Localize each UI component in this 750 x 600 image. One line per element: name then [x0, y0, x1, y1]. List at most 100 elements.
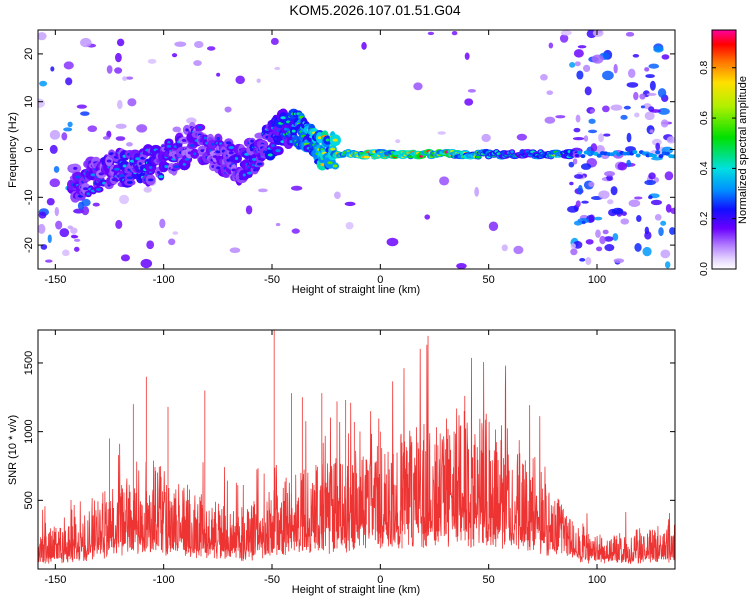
spectrogram-noise-blob	[644, 111, 655, 121]
spectrogram-noise-blob	[147, 58, 157, 64]
spectrogram-noise-blob	[464, 52, 470, 60]
spectrogram-ridge-core	[156, 170, 161, 174]
spectrogram-noise-blob	[544, 116, 556, 124]
spectrogram-noise-blob	[193, 60, 202, 66]
spectrogram-ridge-core	[317, 136, 322, 140]
spectrogram-noise-blob	[577, 45, 587, 49]
x-tick-label: -150	[44, 574, 66, 586]
spectrogram-noise-blob	[548, 42, 554, 49]
spectrogram-noise-blob	[595, 229, 601, 238]
spectrogram-ridge-core	[148, 165, 153, 169]
spectrogram-noise-blob	[172, 231, 179, 235]
spectrogram-ridge-core	[257, 162, 263, 166]
spectrogram-noise-blob	[567, 205, 579, 213]
spectrogram-ridge-core	[135, 157, 141, 161]
spectrogram-noise-blob	[666, 136, 675, 144]
spectrogram-noise-blob	[77, 201, 85, 210]
spectrogram-noise-blob	[636, 215, 642, 223]
y-tick-label: 1000	[23, 419, 35, 443]
spectrogram-ridge-core	[246, 171, 253, 175]
spectrogram-noise-blob	[572, 137, 585, 141]
spectrogram-noise-blob	[639, 93, 646, 100]
spectrogram-noise-blob	[116, 38, 125, 47]
snr-ylabel: SNR (10 * v/v)	[7, 415, 19, 485]
spectrogram-noise-blob	[451, 31, 458, 36]
spectrogram-noise-blob	[49, 129, 61, 140]
spectrogram-noise-blob	[584, 86, 592, 96]
spectrogram-noise-blob	[102, 136, 111, 140]
spectrogram-noise-blob	[424, 214, 431, 220]
spectrogram-noise-blob	[38, 211, 47, 219]
spectrogram-ridge-core	[113, 167, 120, 171]
spectrogram-noise-blob	[49, 144, 58, 154]
spectrogram-noise-blob	[120, 254, 131, 262]
spectrogram-noise-blob	[598, 133, 604, 143]
x-tick-label: -50	[264, 274, 280, 286]
x-tick-label: 100	[588, 274, 606, 286]
spectrogram-noise-blob	[620, 218, 630, 225]
spectrogram-noise-blob	[649, 80, 656, 91]
spectrogram-noise-blob	[620, 114, 628, 120]
colorbar-tick-label: 0.8	[699, 60, 710, 74]
spectrogram-noise-blob	[256, 78, 261, 84]
spectrogram-noise-blob	[570, 248, 578, 256]
spectrogram-noise-blob	[603, 133, 611, 137]
spectrogram-ylabel: Frequency (Hz)	[7, 112, 19, 188]
spectrogram-ridge-core	[574, 153, 580, 157]
spectrogram-noise-blob	[413, 82, 423, 91]
spectrogram-ridge-core	[291, 129, 296, 133]
snr-frame	[37, 329, 676, 570]
spectrogram-noise-blob	[625, 31, 635, 37]
spectrogram-ridge-core	[250, 139, 254, 143]
colorbar-tick-label: 0.6	[699, 111, 710, 125]
spectrogram-noise-blob	[224, 106, 232, 113]
spectrogram-ridge-core	[234, 157, 239, 161]
spectrogram-noise-blob	[49, 178, 61, 188]
colorbar: 0.0 0.2 0.4 0.6 0.8 Normalized spectral ampl…	[699, 29, 749, 276]
spectrogram-ridge-core	[475, 155, 481, 159]
spectrogram-noise-blob	[583, 135, 589, 142]
x-tick-label: -100	[153, 574, 175, 586]
spectrogram-ridge-core	[126, 176, 133, 180]
spectrogram-marks	[38, 30, 675, 269]
spectrogram-noise-blob	[653, 45, 664, 53]
spectrogram-noise-blob	[577, 184, 583, 195]
spectrogram-ridge-tail	[596, 153, 602, 158]
spectrogram-noise-blob	[92, 202, 100, 207]
spectrogram-noise-blob	[568, 161, 575, 168]
spectrogram-noise-blob	[38, 32, 47, 41]
spectrogram-noise-blob	[650, 109, 661, 113]
spectrogram-noise-blob	[115, 219, 123, 229]
spectrogram-noise-blob	[617, 162, 628, 171]
spectrogram-noise-blob	[186, 117, 197, 125]
spectrogram-ridge-core	[267, 153, 273, 157]
spectrogram-noise-blob	[560, 30, 572, 36]
spectrogram-noise-blob	[540, 74, 548, 81]
spectrogram-noise-blob	[585, 257, 592, 266]
spectrogram-noise-blob	[644, 179, 656, 186]
spectrogram-ridge-core	[358, 151, 365, 155]
spectrogram-noise-blob	[290, 185, 303, 191]
spectrogram-ridge-core	[330, 147, 336, 151]
spectrogram-noise-blob	[216, 72, 221, 77]
spectrogram-noise-blob	[194, 40, 204, 49]
spectrogram-noise-blob	[437, 131, 446, 135]
snr-series-line	[38, 330, 675, 565]
spectrogram-noise-blob	[576, 70, 584, 80]
spectrogram-noise-blob	[598, 190, 610, 199]
spectrogram-noise-blob	[588, 214, 596, 223]
colorbar-tick-label: 0.4	[699, 161, 710, 175]
spectrogram-noise-blob	[626, 132, 632, 143]
spectrogram-noise-blob	[569, 62, 576, 68]
spectrogram-ridge-core	[327, 161, 333, 165]
spectrogram-noise-blob	[125, 76, 134, 80]
snr-panel: -150 -100 -50 0 50 100 500 1000 1500 Height of …	[7, 329, 676, 596]
spectrogram-noise-blob	[427, 31, 435, 36]
spectrogram-noise-blob	[456, 262, 467, 269]
spectrogram-ridge-core	[184, 157, 190, 161]
spectrogram-noise-blob	[634, 112, 640, 118]
spectrogram-noise-blob	[590, 143, 598, 153]
spectrogram-noise-blob	[38, 98, 45, 109]
spectrogram-ridge-core	[138, 162, 142, 166]
